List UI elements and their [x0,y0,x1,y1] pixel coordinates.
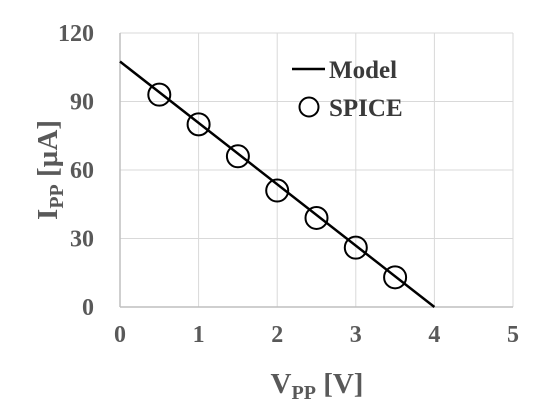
x-tick-label: 3 [350,322,362,348]
legend-spice-marker [298,96,320,118]
y-tick-label: 0 [82,295,94,321]
x-tick-label: 2 [271,322,283,348]
data-point-spice [304,205,329,230]
y-tick-label: 30 [70,227,94,253]
y-tick-label: 90 [70,90,94,116]
legend-spice-label: SPICE [329,95,403,122]
tick-labels: 0 1 2 3 4 5 0 30 60 90 120 [58,21,519,348]
legend: Model SPICE [292,57,403,122]
y-axis-title-main: I [32,209,64,220]
y-tick-label: 120 [58,21,94,47]
x-tick-label: 5 [507,322,519,348]
x-axis-title: VPP [V] [271,368,364,404]
x-tick-label: 4 [428,322,440,348]
data-point-spice [383,265,408,290]
data-point-spice [147,82,172,107]
x-axis-title-main: V [271,368,292,400]
x-tick-label: 0 [114,322,126,348]
series [119,60,436,308]
series-line-model [119,60,436,308]
x-axis-title-unit: [V] [316,368,364,400]
grid [120,32,514,307]
data-point-spice [186,112,211,137]
data-point-spice [343,235,368,260]
data-point-spice [265,178,290,203]
y-axis-title-unit: [µA] [32,120,64,184]
data-point-spice [225,144,250,169]
y-axis-title: IPP [µA] [32,120,68,220]
axes [119,33,513,308]
y-tick-label: 60 [70,158,94,184]
y-axis-title-sub: PP [46,184,68,208]
legend-model-label: Model [329,57,397,84]
x-tick-label: 1 [193,322,205,348]
x-axis-title-sub: PP [292,382,316,404]
